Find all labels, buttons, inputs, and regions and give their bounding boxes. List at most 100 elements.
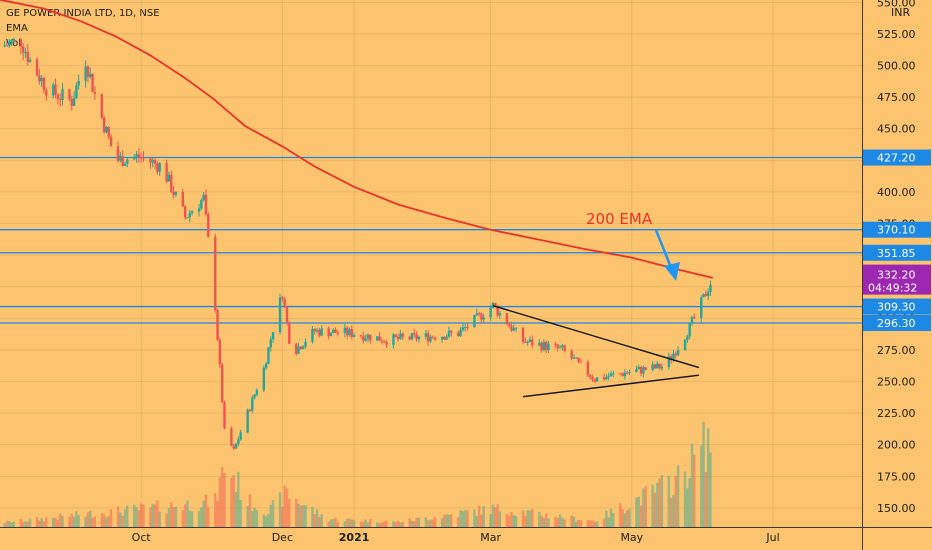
price-tick-label: 275.00 bbox=[877, 344, 916, 357]
candle-body bbox=[461, 327, 465, 331]
volume-bar bbox=[327, 521, 330, 527]
price-tick-label: 175.00 bbox=[877, 470, 916, 483]
price-axis[interactable]: 550.00525.00500.00475.00450.00425.00400.… bbox=[862, 0, 932, 550]
volume-bar bbox=[593, 521, 596, 527]
candle-body bbox=[475, 313, 478, 316]
volume-bar bbox=[12, 521, 16, 527]
volume-bar bbox=[431, 519, 434, 527]
candle-body bbox=[706, 292, 710, 297]
volume-bar bbox=[58, 513, 62, 527]
candle-body bbox=[119, 156, 122, 161]
candle-body bbox=[399, 333, 402, 339]
volume-bar bbox=[602, 518, 606, 527]
volume-bar bbox=[239, 499, 242, 527]
candle-body bbox=[369, 334, 372, 341]
volume-bar bbox=[586, 520, 590, 527]
current-price-tag[interactable] bbox=[863, 264, 931, 295]
volume-bar bbox=[28, 518, 32, 527]
candle-body bbox=[410, 333, 414, 340]
volume-bar bbox=[461, 511, 465, 527]
volume-bar bbox=[528, 510, 532, 527]
candle-body bbox=[602, 377, 606, 380]
candle-body bbox=[524, 341, 527, 343]
volume-bar bbox=[320, 514, 323, 527]
volume-bar bbox=[595, 521, 599, 527]
volume-bar bbox=[667, 475, 671, 527]
candle-body bbox=[45, 90, 48, 96]
price-tick-label: 475.00 bbox=[877, 91, 916, 104]
volume-bar bbox=[700, 445, 703, 527]
level-price-tag[interactable] bbox=[863, 221, 931, 238]
volume-bar bbox=[218, 477, 222, 527]
candle-body bbox=[686, 336, 689, 340]
volume-bar bbox=[38, 520, 41, 527]
candle-body bbox=[457, 332, 460, 337]
volume-bar bbox=[216, 500, 219, 527]
ema-200-line[interactable] bbox=[0, 0, 714, 279]
level-price-tag-label: 370.10 bbox=[877, 224, 916, 237]
volume-bar bbox=[496, 504, 499, 527]
level-price-tag[interactable] bbox=[863, 149, 931, 166]
volume-bar bbox=[299, 505, 303, 527]
candle-body bbox=[230, 428, 233, 446]
volume-bar bbox=[683, 471, 687, 527]
volume-bar bbox=[410, 520, 414, 527]
candle-body bbox=[26, 51, 29, 62]
candle-body bbox=[382, 341, 386, 343]
volume-bar bbox=[544, 513, 548, 527]
ema-indicator-label[interactable]: EMA bbox=[6, 23, 28, 34]
candle-body bbox=[318, 329, 321, 336]
candle-body bbox=[126, 159, 129, 164]
candle-body bbox=[216, 309, 219, 340]
volume-bar bbox=[706, 428, 710, 527]
volume-bar bbox=[637, 496, 640, 527]
candle-body bbox=[579, 361, 583, 363]
level-price-tag[interactable] bbox=[863, 298, 931, 315]
trendline[interactable] bbox=[522, 374, 700, 398]
volume-bar bbox=[77, 515, 80, 527]
volume-bar bbox=[186, 500, 189, 527]
volume-bar bbox=[304, 505, 307, 527]
candle-body bbox=[415, 334, 418, 340]
candle-body bbox=[285, 306, 289, 323]
candle-body bbox=[232, 445, 235, 449]
volume-bar bbox=[165, 513, 168, 527]
volume-bar bbox=[297, 503, 300, 527]
volume-bar bbox=[628, 508, 631, 527]
time-axis-bg bbox=[0, 527, 862, 550]
volume-bar bbox=[350, 519, 353, 527]
volume-bar bbox=[158, 511, 161, 527]
candle-body bbox=[181, 191, 185, 207]
volume-bar bbox=[709, 452, 712, 527]
candle-body bbox=[505, 313, 509, 325]
volume-bar bbox=[625, 510, 629, 527]
candle-body bbox=[447, 330, 451, 337]
candle-body bbox=[609, 373, 613, 377]
candle-body bbox=[561, 345, 564, 348]
volume-bar bbox=[197, 511, 201, 527]
volume-bar bbox=[24, 521, 27, 527]
candle-body bbox=[507, 324, 511, 326]
candle-body bbox=[42, 78, 46, 91]
candle-body bbox=[183, 206, 187, 218]
price-tick-label: 200.00 bbox=[877, 439, 916, 452]
level-price-tag[interactable] bbox=[863, 244, 931, 261]
symbol-title[interactable]: GE POWER INDIA LTD, 1D, NSE bbox=[6, 8, 160, 19]
candle-body bbox=[693, 317, 696, 319]
price-tick-label: 525.00 bbox=[877, 28, 916, 41]
time-axis[interactable]: Oct Dec 2021 Mar May Jul bbox=[0, 527, 932, 550]
volume-bar bbox=[246, 506, 249, 527]
candle-body bbox=[547, 343, 550, 351]
candle-body bbox=[401, 333, 404, 337]
level-price-tag[interactable] bbox=[863, 314, 931, 331]
volume-bar bbox=[10, 522, 13, 527]
candle-body bbox=[174, 191, 178, 195]
volume-bar bbox=[188, 510, 191, 527]
candle-body bbox=[167, 174, 171, 182]
candle-body bbox=[58, 99, 62, 101]
trendline[interactable] bbox=[492, 304, 700, 369]
volume-bar bbox=[433, 516, 437, 527]
volume-bar bbox=[200, 507, 203, 527]
candle-body bbox=[637, 367, 640, 370]
